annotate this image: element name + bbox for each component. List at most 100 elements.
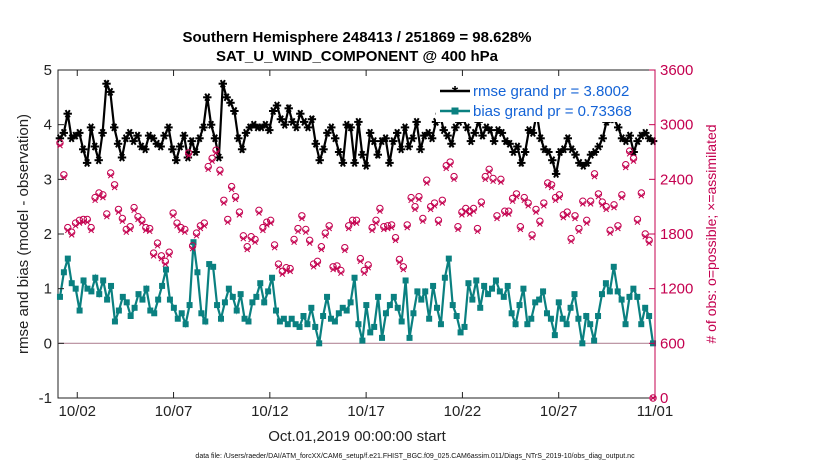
rmse-point xyxy=(94,156,103,165)
bias-point xyxy=(233,307,240,314)
obs-assimilated-point xyxy=(494,215,500,222)
rmse-point xyxy=(106,87,115,97)
bias-point xyxy=(371,323,378,330)
rmse-point xyxy=(354,117,363,127)
y-tick-label: -1 xyxy=(39,390,52,407)
bias-point xyxy=(626,293,633,300)
bias-point xyxy=(178,310,185,317)
obs-assimilated-point xyxy=(213,150,219,156)
obs-assimilated-point xyxy=(466,211,473,217)
bias-point xyxy=(202,318,209,325)
bias-point xyxy=(516,302,523,309)
obs-assimilated-point xyxy=(100,194,106,201)
obs-assimilated-point xyxy=(599,201,606,208)
obs-assimilated-point xyxy=(197,225,204,232)
obs-assimilated-point xyxy=(263,222,270,228)
rmse-point xyxy=(625,131,634,140)
bias-point xyxy=(437,321,444,328)
obs-assimilated-point xyxy=(334,265,340,272)
rmse-point xyxy=(365,128,375,138)
bias-point xyxy=(272,307,279,314)
bias-point xyxy=(288,315,295,322)
bias-point xyxy=(614,288,621,295)
rmse-point xyxy=(171,156,181,165)
rmse-point xyxy=(594,142,603,151)
bias-point xyxy=(265,288,272,295)
rmse-point xyxy=(117,153,127,162)
y2-tick-label: 600 xyxy=(660,335,685,352)
obs-assimilated-point xyxy=(595,193,602,200)
rmse-point xyxy=(548,156,557,165)
bias-point xyxy=(469,296,476,303)
bias-point xyxy=(379,334,386,341)
bias-point xyxy=(237,291,244,298)
obs-assimilated-point xyxy=(185,152,192,159)
obs-assimilated-point xyxy=(68,232,75,238)
chart-title: Southern Hemisphere 248413 / 251869 = 98… xyxy=(183,29,532,46)
bias-point xyxy=(547,315,554,322)
y-axis-label: rmse and bias (model - observation) xyxy=(15,114,32,354)
legend-box xyxy=(436,76,652,122)
obs-assimilated-point xyxy=(615,225,621,232)
bias-point xyxy=(422,288,429,295)
bias-point xyxy=(155,296,162,303)
rmse-point xyxy=(517,158,526,168)
bias-point xyxy=(182,321,189,328)
rmse-series xyxy=(55,79,658,179)
bias-point xyxy=(500,293,507,300)
bias-point xyxy=(88,288,95,295)
obs-assimilated-point xyxy=(193,232,200,239)
obs-assimilated-point xyxy=(400,266,407,273)
obs-assimilated-point xyxy=(353,220,360,226)
bias-point xyxy=(261,299,268,306)
obs-assimilated-point xyxy=(423,180,430,186)
y-tick-label: 1 xyxy=(44,281,52,298)
bias-point xyxy=(386,302,393,309)
obs-assimilated-point xyxy=(310,263,317,270)
bias-point xyxy=(532,299,539,306)
x-tick-label: 11/01 xyxy=(637,403,673,420)
chart-subtitle: SAT_U_WIND_COMPONENT @ 400 hPa xyxy=(216,48,499,65)
rmse-point xyxy=(358,150,367,159)
rmse-point xyxy=(319,145,328,154)
bias-point xyxy=(367,329,374,336)
bias-point xyxy=(489,285,496,292)
obs-assimilated-point xyxy=(287,268,294,275)
rmse-point xyxy=(497,128,507,138)
obs-assimilated-point xyxy=(260,227,266,234)
bias-point xyxy=(127,313,134,319)
obs-assimilated-point xyxy=(607,230,613,236)
obs-assimilated-point xyxy=(529,234,535,241)
bias-point xyxy=(394,304,401,311)
obs-assimilated-point xyxy=(404,224,411,231)
bias-point xyxy=(320,313,327,319)
obs-assimilated-point xyxy=(209,158,215,164)
rmse-point xyxy=(191,147,200,157)
obs-assimilated-point xyxy=(419,218,426,225)
rmse-point xyxy=(447,139,456,148)
bias-point xyxy=(540,288,547,295)
obs-assimilated-point xyxy=(416,196,422,203)
obs-assimilated-point xyxy=(439,200,446,206)
obs-assimilated-point xyxy=(299,215,305,222)
bias-point xyxy=(587,321,594,328)
x-tick-label: 10/27 xyxy=(540,403,578,420)
bias-point xyxy=(457,329,464,336)
rmse-point xyxy=(98,128,107,138)
obs-assimilated-point xyxy=(220,200,227,206)
bias-point xyxy=(520,285,527,292)
obs-assimilated-point xyxy=(181,229,188,236)
obs-assimilated-point xyxy=(314,261,321,267)
bias-point xyxy=(339,304,346,311)
rmse-point xyxy=(486,125,495,135)
obs-assimilated-point xyxy=(326,225,333,232)
bias-point xyxy=(441,274,448,281)
legend-bias-label: bias grand pr = 0.73368 xyxy=(473,103,632,120)
bias-point xyxy=(253,293,260,300)
rmse-point xyxy=(63,109,72,118)
rmse-point xyxy=(237,145,247,154)
rmse-point xyxy=(362,161,371,170)
obs-assimilated-point xyxy=(345,225,352,232)
bias-point xyxy=(449,302,456,309)
